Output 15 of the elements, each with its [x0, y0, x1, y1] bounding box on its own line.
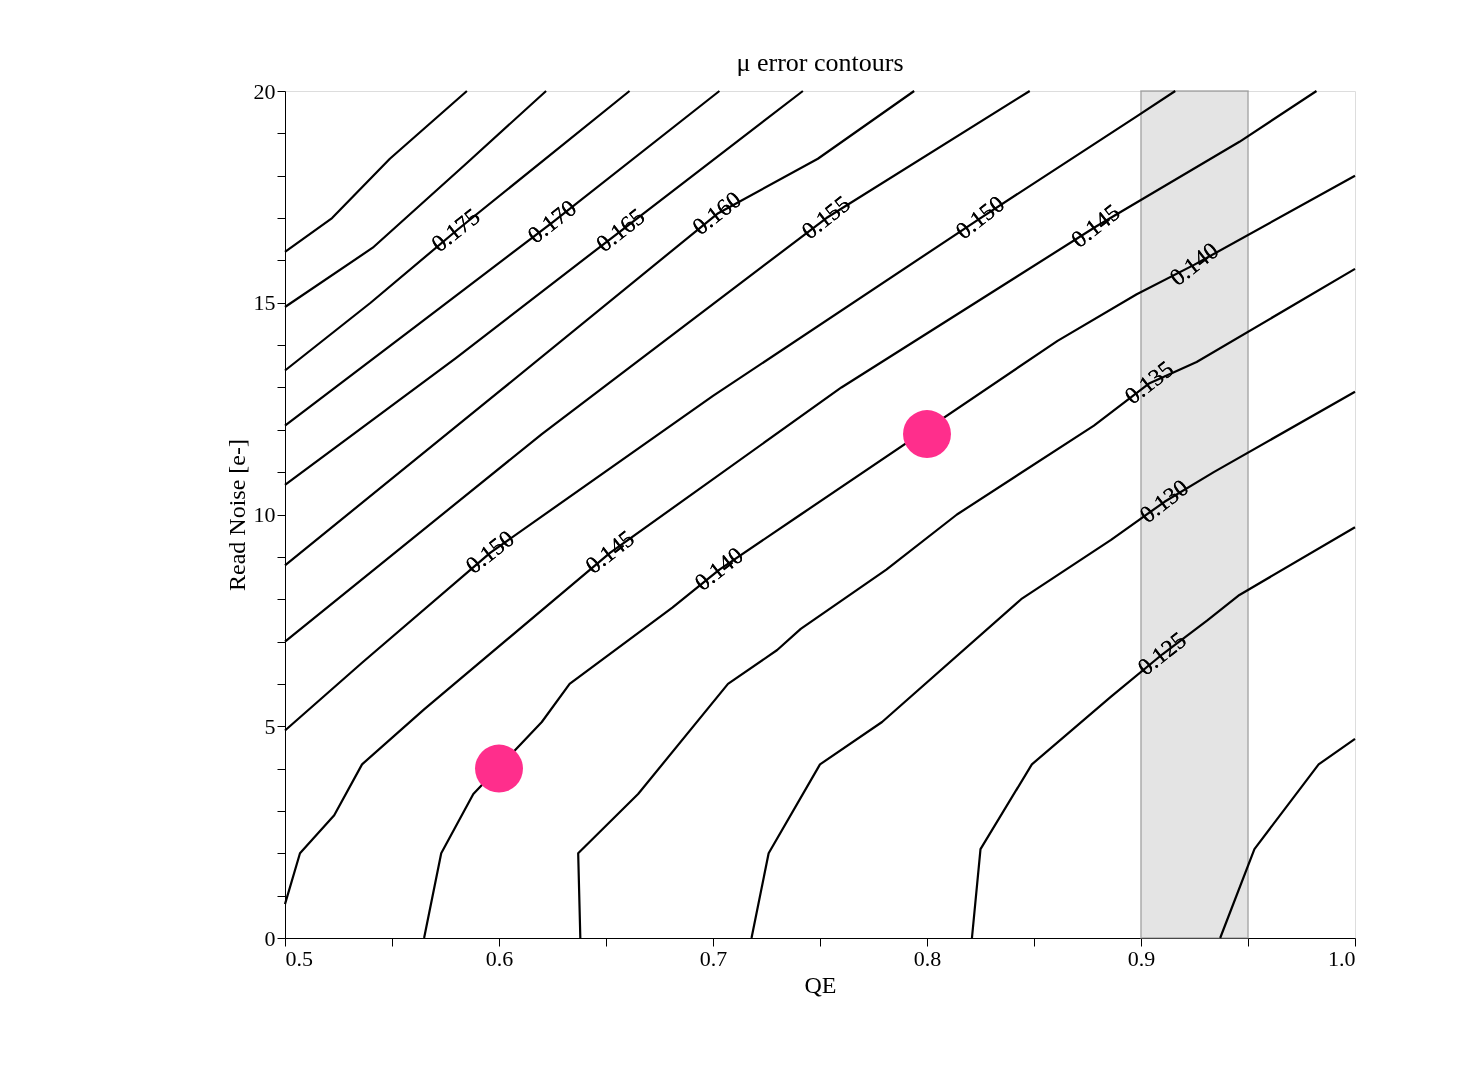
x-tick-label: 0.5 [285, 945, 313, 971]
y-tick-label: 0 [264, 925, 276, 951]
x-tick-label: 1.0 [1328, 945, 1356, 971]
y-tick-label: 20 [253, 78, 276, 104]
chart-title: μ error contours [736, 48, 904, 77]
y-tick-label: 5 [264, 713, 276, 739]
y-tick-label: 10 [253, 502, 276, 527]
x-tick-label: 0.9 [1127, 945, 1156, 971]
line-series [1219, 737, 1357, 940]
x-tick-label: 0.7 [699, 945, 728, 971]
x-tick-label: 0.8 [913, 945, 942, 971]
y-tick-label: 15 [253, 290, 276, 316]
x-tick-label: 0.6 [485, 945, 514, 971]
y-axis-title: Read Noise [e-] [223, 439, 250, 591]
x-axis-title: QE [804, 971, 837, 998]
